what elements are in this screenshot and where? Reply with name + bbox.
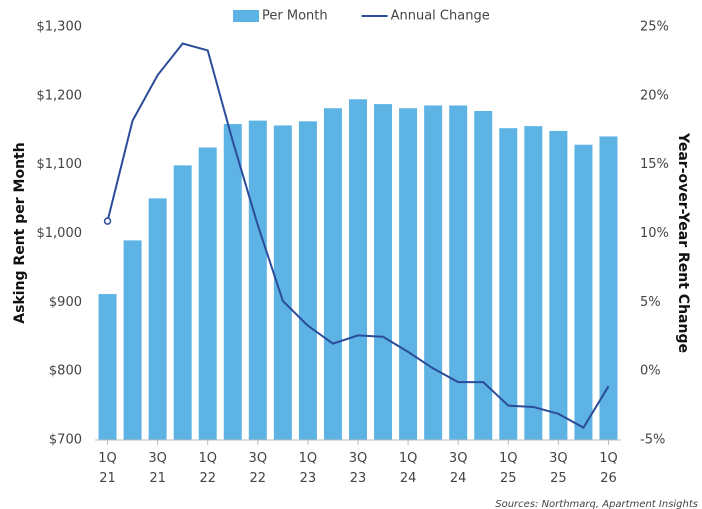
bar (499, 128, 518, 440)
bar (223, 124, 242, 441)
x-tick-label: 3Q 21 (148, 451, 167, 486)
bar (148, 198, 167, 440)
x-tick-label: 3Q 24 (449, 451, 468, 486)
bar (549, 130, 568, 440)
bar (374, 104, 393, 441)
x-tick-label: 1Q 24 (399, 451, 418, 486)
y-tick-label: $1,000 (37, 226, 83, 241)
y-tick-label: $700 (49, 433, 82, 448)
bar (524, 126, 543, 441)
bar (474, 110, 493, 440)
x-tick-label: 1Q 21 (98, 451, 117, 486)
y-tick-label: $900 (49, 295, 82, 310)
bar (173, 165, 192, 441)
bar (424, 105, 443, 440)
y-tick-label: $1,100 (37, 157, 83, 172)
y2-tick-label: 20% (640, 88, 669, 103)
source-note: Sources: Northmarq, Apartment Insights (495, 499, 698, 509)
line-marker (103, 217, 112, 225)
legend-label: Per Month (262, 9, 328, 24)
legend-label: Annual Change (391, 9, 490, 24)
bar (123, 240, 142, 440)
x-tick-label: 1Q 25 (499, 451, 518, 486)
y2-tick-label: 0% (640, 364, 661, 379)
bar (248, 120, 267, 440)
y2-tick-label: 25% (640, 20, 669, 35)
bar (449, 105, 468, 440)
legend-swatch (233, 10, 259, 22)
y2-tick-label: 15% (640, 157, 669, 172)
bar (298, 121, 317, 440)
bar (198, 147, 217, 441)
x-tick-label: 1Q 26 (599, 451, 618, 486)
y-tick-label: $800 (49, 364, 82, 379)
bar (98, 294, 117, 440)
bar (273, 125, 292, 440)
x-tick-label: 1Q 23 (299, 451, 318, 486)
bar (399, 108, 418, 441)
bar (599, 136, 618, 440)
x-tick-label: 3Q 25 (549, 451, 568, 486)
y-axis-title: Asking Rent per Month (12, 142, 28, 323)
y2-tick-label: 5% (640, 295, 661, 310)
line (106, 42, 610, 429)
x-tick-label: 1Q 22 (198, 451, 217, 486)
bar (323, 108, 342, 441)
y-tick-label: $1,300 (37, 20, 83, 35)
x-tick-label: 3Q 23 (349, 451, 368, 486)
y2-tick-label: 10% (640, 226, 669, 241)
bar (349, 99, 367, 441)
y2-tick-label: -5% (640, 433, 665, 448)
x-tick-label: 3Q 22 (249, 451, 268, 486)
y2-axis-title: Year-over-Year Rent Change (675, 132, 691, 353)
bar (574, 144, 593, 440)
y-tick-label: $1,200 (37, 88, 83, 103)
